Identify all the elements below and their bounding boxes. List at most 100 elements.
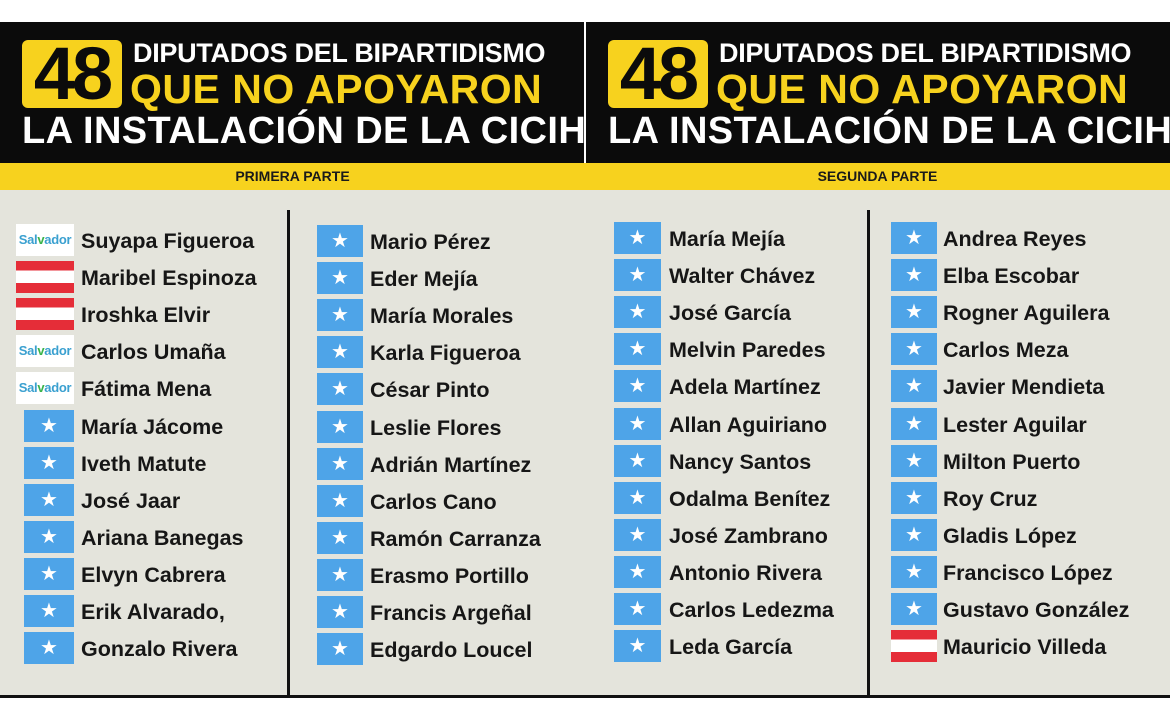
headline-line-3: LA INSTALACIÓN DE LA CICIH bbox=[608, 110, 1170, 152]
section-label-first: PRIMERA PARTE bbox=[0, 163, 585, 190]
blue-star-flag-icon: ★ bbox=[317, 262, 363, 295]
deputy-name: Eder Mejía bbox=[370, 267, 478, 292]
deputy-name: Milton Puerto bbox=[943, 449, 1081, 474]
bottom-rule bbox=[0, 695, 1170, 698]
deputy-name: Iveth Matute bbox=[81, 451, 207, 476]
blue-star-flag-icon: ★ bbox=[317, 447, 363, 480]
blue-star-flag-icon: ★ bbox=[317, 336, 363, 369]
blue-star-flag-icon: ★ bbox=[317, 299, 363, 332]
blue-star-flag-icon: ★ bbox=[24, 446, 74, 479]
deputy-name: Carlos Meza bbox=[943, 338, 1069, 363]
red-white-flag-icon bbox=[16, 261, 74, 294]
blue-star-flag-icon: ★ bbox=[891, 593, 937, 625]
blue-star-flag-icon: ★ bbox=[24, 595, 74, 627]
blue-star-flag-icon: ★ bbox=[24, 483, 74, 516]
deputy-name: Carlos Ledezma bbox=[669, 598, 834, 622]
deputy-name: Allan Aguiriano bbox=[669, 412, 828, 437]
deputy-name: Lester Aguilar bbox=[943, 412, 1087, 437]
blue-star-flag-icon: ★ bbox=[317, 410, 363, 443]
deputy-name: Carlos Cano bbox=[370, 489, 497, 514]
blue-star-flag-icon: ★ bbox=[317, 373, 363, 406]
deputy-name: Adrián Martínez bbox=[370, 452, 532, 477]
deputy-name: María Mejía bbox=[669, 227, 785, 251]
deputy-name: Leslie Flores bbox=[370, 415, 502, 440]
blue-star-flag-icon: ★ bbox=[24, 409, 74, 442]
blue-star-flag-icon: ★ bbox=[317, 633, 363, 666]
blue-star-flag-icon: ★ bbox=[891, 370, 937, 403]
section-label-second: SEGUNDA PARTE bbox=[585, 163, 1170, 190]
deputy-name: José García bbox=[669, 301, 791, 326]
blue-star-flag-icon: ★ bbox=[891, 296, 937, 329]
blue-star-flag-icon: ★ bbox=[891, 259, 937, 292]
deputy-name: Fátima Mena bbox=[81, 377, 212, 402]
blue-star-flag-icon: ★ bbox=[891, 481, 937, 514]
deputy-name: Melvin Paredes bbox=[669, 338, 826, 363]
deputy-name: Erasmo Portillo bbox=[370, 563, 529, 588]
column-divider bbox=[287, 210, 290, 696]
blue-star-flag-icon: ★ bbox=[24, 520, 74, 553]
deputy-name: Roy Cruz bbox=[943, 486, 1038, 511]
blue-star-flag-icon: ★ bbox=[614, 630, 661, 663]
headline-line-2: QUE NO APOYARON bbox=[716, 66, 1129, 112]
blue-star-flag-icon: ★ bbox=[891, 222, 937, 254]
blue-star-flag-icon: ★ bbox=[614, 555, 661, 588]
salvador-logo-icon: Salvador bbox=[16, 224, 74, 256]
blue-star-flag-icon: ★ bbox=[614, 296, 661, 329]
deputy-name: Iroshka Elvir bbox=[81, 303, 211, 328]
deputy-name: Walter Chávez bbox=[669, 264, 816, 289]
list-area bbox=[0, 190, 1170, 695]
headline-line-1: DIPUTADOS DEL BIPARTIDISMO bbox=[133, 38, 546, 68]
headline-line-1: DIPUTADOS DEL BIPARTIDISMO bbox=[719, 38, 1132, 68]
headline-line-3: LA INSTALACIÓN DE LA CICIH bbox=[22, 110, 587, 152]
blue-star-flag-icon: ★ bbox=[317, 484, 363, 517]
deputy-name: Gonzalo Rivera bbox=[81, 637, 238, 662]
deputy-name: José Jaar bbox=[81, 488, 181, 513]
deputy-name: Elvyn Cabrera bbox=[81, 562, 226, 587]
blue-star-flag-icon: ★ bbox=[614, 481, 661, 514]
blue-star-flag-icon: ★ bbox=[24, 557, 74, 590]
deputy-name: Ramón Carranza bbox=[370, 526, 541, 551]
header-right: 48 DIPUTADOS DEL BIPARTIDISMO QUE NO APO… bbox=[586, 22, 1170, 163]
red-white-flag-icon bbox=[891, 630, 937, 663]
deputy-name: Carlos Umaña bbox=[81, 340, 226, 365]
deputy-name: Francis Argeñal bbox=[370, 601, 532, 625]
deputy-name: Leda García bbox=[669, 635, 793, 660]
deputy-name: Karla Figueroa bbox=[370, 341, 521, 366]
blue-star-flag-icon: ★ bbox=[614, 333, 661, 366]
blue-star-flag-icon: ★ bbox=[614, 518, 661, 551]
column-divider bbox=[867, 210, 870, 696]
deputy-name: Nancy Santos bbox=[669, 449, 812, 474]
deputy-name: Gustavo González bbox=[943, 598, 1130, 622]
deputy-name: Erik Alvarado, bbox=[81, 600, 225, 624]
deputy-name: Mauricio Villeda bbox=[943, 635, 1107, 660]
deputy-name: María Morales bbox=[370, 304, 514, 329]
blue-star-flag-icon: ★ bbox=[614, 444, 661, 477]
blue-star-flag-icon: ★ bbox=[614, 259, 661, 292]
deputy-name: Andrea Reyes bbox=[943, 227, 1087, 251]
deputy-name: Ariana Banegas bbox=[81, 525, 244, 550]
blue-star-flag-icon: ★ bbox=[317, 558, 363, 591]
salvador-logo-icon: Salvador bbox=[16, 372, 74, 405]
deputy-name: María Jácome bbox=[81, 414, 224, 439]
deputy-name: Antonio Rivera bbox=[669, 560, 822, 585]
blue-star-flag-icon: ★ bbox=[614, 370, 661, 403]
header-left: 48 DIPUTADOS DEL BIPARTIDISMO QUE NO APO… bbox=[0, 22, 587, 163]
red-white-flag-icon bbox=[16, 298, 74, 331]
deputy-name: Gladis López bbox=[943, 523, 1077, 548]
deputy-name: Adela Martínez bbox=[669, 375, 821, 400]
blue-star-flag-icon: ★ bbox=[891, 518, 937, 551]
salvador-logo-icon: Salvador bbox=[16, 335, 74, 368]
deputy-name: José Zambrano bbox=[669, 523, 828, 548]
blue-star-flag-icon: ★ bbox=[317, 225, 363, 257]
headline-line-2: QUE NO APOYARON bbox=[130, 66, 543, 112]
count-badge: 48 bbox=[22, 37, 122, 111]
blue-star-flag-icon: ★ bbox=[891, 444, 937, 477]
deputy-name: Elba Escobar bbox=[943, 264, 1080, 289]
deputy-name: Mario Pérez bbox=[370, 230, 491, 254]
blue-star-flag-icon: ★ bbox=[317, 596, 363, 628]
blue-star-flag-icon: ★ bbox=[24, 632, 74, 665]
blue-star-flag-icon: ★ bbox=[891, 555, 937, 588]
deputy-name: Francisco López bbox=[943, 560, 1113, 585]
blue-star-flag-icon: ★ bbox=[614, 407, 661, 440]
blue-star-flag-icon: ★ bbox=[614, 222, 661, 254]
